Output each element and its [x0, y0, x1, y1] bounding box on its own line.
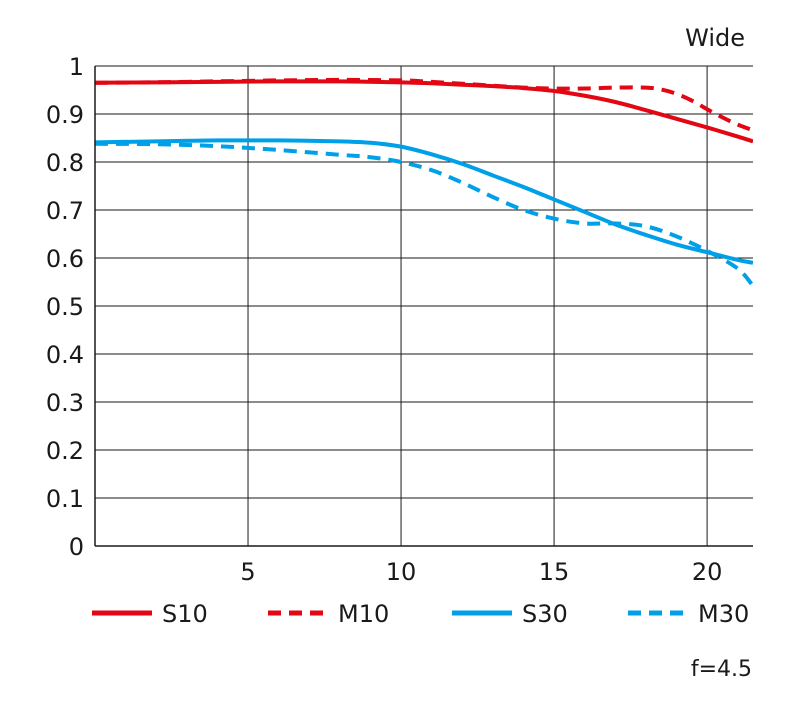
axis-layer: 00.10.20.30.40.50.60.70.80.915 10 15 20 [46, 53, 753, 586]
y-tick-label: 0.6 [46, 245, 84, 273]
series-line-s30 [95, 138, 753, 265]
y-tick-label: 0 [69, 533, 84, 561]
legend-label-s30: S30 [522, 600, 568, 628]
series-line-m30 [95, 141, 753, 288]
series-line-s10 [95, 79, 753, 144]
y-tick-label: 0.1 [46, 485, 84, 513]
legend-label-s10: S10 [162, 600, 208, 628]
y-tick-label: 0.8 [46, 149, 84, 177]
x-tick-label: 10 [386, 558, 417, 586]
y-tick-label: 0.2 [46, 437, 84, 465]
y-tick-label: 0.3 [46, 389, 84, 417]
y-tick-label: 0.4 [46, 341, 84, 369]
y-tick-label: 1 [69, 53, 84, 81]
chart-title: Wide [685, 24, 745, 52]
series-line-m10 [95, 77, 753, 133]
y-tick-label: 0.9 [46, 101, 84, 129]
legend-label-m10: M10 [338, 600, 389, 628]
y-tick-label: 0.5 [46, 293, 84, 321]
x-tick-label: 5 [240, 558, 255, 586]
legend: S10 M10 S30 M30 [92, 600, 749, 628]
x-tick-label: 15 [539, 558, 570, 586]
aperture-note: f=4.5 [691, 657, 752, 682]
x-tick-label: 20 [692, 558, 723, 586]
y-tick-label: 0.7 [46, 197, 84, 225]
legend-label-m30: M30 [698, 600, 749, 628]
grid-layer [95, 65, 753, 546]
series-layer [95, 77, 753, 288]
